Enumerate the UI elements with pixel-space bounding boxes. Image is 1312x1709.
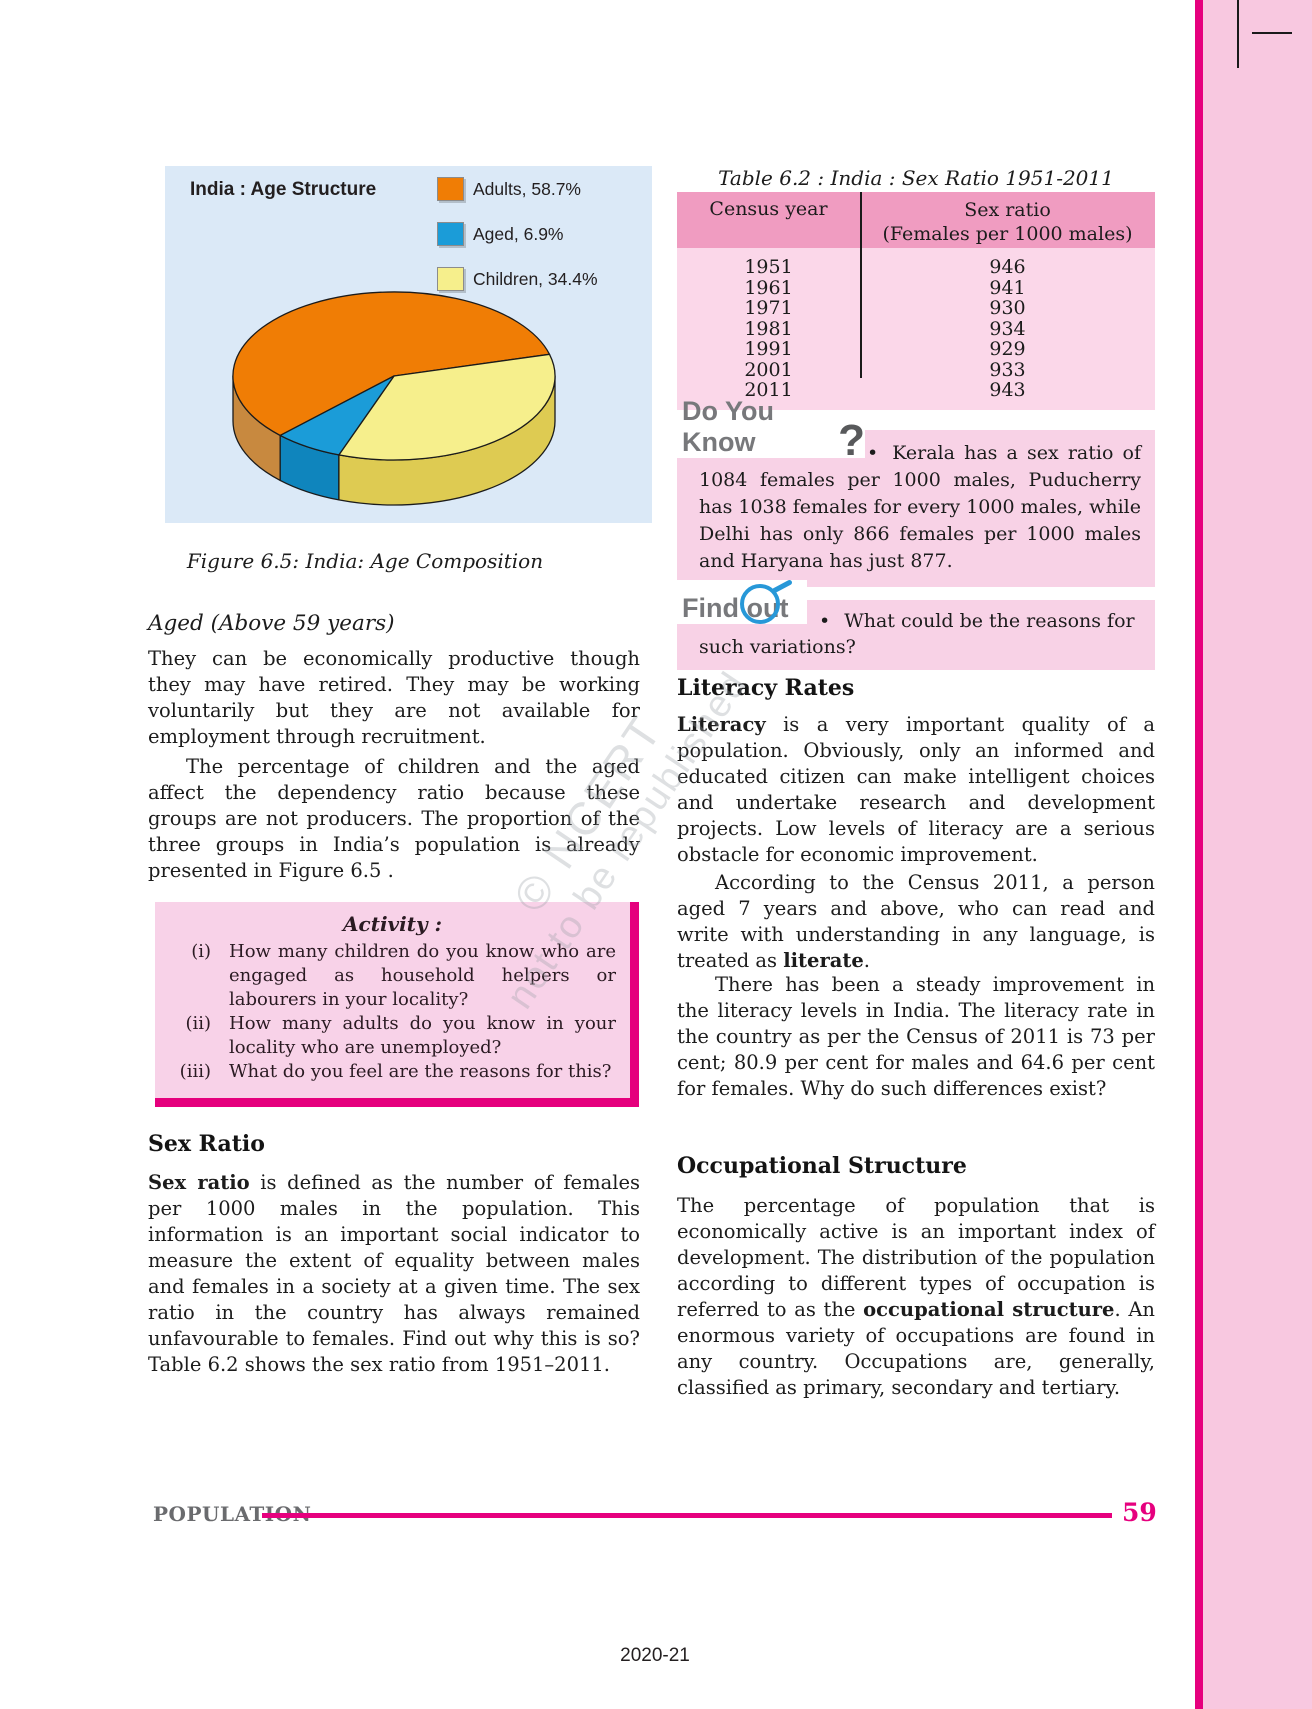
pie-slice-aged <box>279 375 395 456</box>
table-row: 1971 930 <box>677 298 1155 319</box>
cell-year: 2001 <box>744 358 793 381</box>
pie-chart <box>232 291 556 506</box>
literacy-rates-heading: Literacy Rates <box>677 675 855 701</box>
find-out-heading: Find out <box>677 579 807 624</box>
table-row: 1991 929 <box>677 339 1155 360</box>
magnifier-icon <box>740 584 780 624</box>
cell-ratio: 934 <box>989 317 1026 340</box>
literacy-paragraph-3: There has been a steady improvement in t… <box>677 973 1155 1100</box>
activity-item-number: (i) <box>191 941 211 962</box>
question-mark: ? <box>838 416 865 465</box>
table-row: 2001 933 <box>677 358 1155 381</box>
occupational-structure-heading: Occupational Structure <box>677 1153 967 1179</box>
cell-ratio: 943 <box>989 379 1026 401</box>
cell-year: 2011 <box>744 379 793 401</box>
legend-label: Aged, 6.9% <box>473 223 564 244</box>
cell-year: 1971 <box>744 297 793 319</box>
activity-item: (i) How many children do you know who ar… <box>169 940 616 1012</box>
footer-rule <box>262 1513 1112 1518</box>
activity-item-text: What do you feel are the reasons for thi… <box>229 1061 612 1082</box>
legend-label: Adults, 58.7% <box>473 178 581 199</box>
occupational-paragraph: The percentage of population that is eco… <box>677 1194 1155 1399</box>
cell-year: 1961 <box>744 276 793 299</box>
page-edge-strip <box>1195 0 1203 1709</box>
activity-title: Activity : <box>343 912 442 936</box>
table-header-line1: Sex ratio <box>964 199 1051 221</box>
table-header-census-year: Census year <box>709 198 828 220</box>
page-edge-band <box>1203 0 1312 1709</box>
legend-swatch-adults <box>437 177 464 201</box>
activity-item-number: (iii) <box>179 1061 211 1082</box>
legend-swatch-aged <box>437 222 464 246</box>
cell-ratio: 929 <box>989 338 1026 360</box>
table-row: 1951 946 <box>677 257 1155 278</box>
activity-box: Activity : (i) How many children do you … <box>155 902 639 1107</box>
table-body: 1951 946 1961 941 1971 930 1981 934 1991 929 … <box>677 248 1155 410</box>
cell-year: 1991 <box>744 338 793 360</box>
legend-swatch-children <box>437 267 464 291</box>
activity-item-text: How many adults do you know in your loca… <box>229 1013 616 1058</box>
cell-ratio: 946 <box>989 256 1026 278</box>
table-header-line2: (Females per 1000 males) <box>882 223 1133 245</box>
table-row: 2011 943 <box>677 380 1155 401</box>
do-you-know-label: Do You Know <box>682 396 774 457</box>
edition-year: 2020-21 <box>620 1645 690 1666</box>
table-column-divider <box>860 192 862 378</box>
legend-item-adults: Adults, 58.7% <box>437 176 581 202</box>
table-header-sex-ratio: Sex ratio (Females per 1000 males) <box>860 192 1155 246</box>
chart-title: India : Age Structure <box>190 179 377 200</box>
do-you-know-text: Kerala has a sex ratio of 1084 females p… <box>699 442 1141 572</box>
pie-slice-children <box>338 353 556 461</box>
literacy-paragraph-2: According to the Census 2011, a person a… <box>677 871 1155 972</box>
do-you-know-heading: Do You Know? <box>677 396 865 465</box>
cell-ratio: 933 <box>989 358 1026 381</box>
cell-year: 1981 <box>744 317 793 340</box>
bullet-icon: • <box>867 442 879 464</box>
crop-mark-horizontal <box>1252 32 1292 34</box>
activity-item: (ii) How many adults do you know in your… <box>169 1012 616 1060</box>
sex-ratio-paragraph: Sex ratio is defined as the number of fe… <box>148 1171 640 1376</box>
cell-year: 1951 <box>744 256 793 278</box>
sex-ratio-heading: Sex Ratio <box>148 1131 265 1157</box>
table-caption: Table 6.2 : India : Sex Ratio 1951-2011 <box>718 166 1114 190</box>
crop-mark-vertical <box>1237 0 1239 68</box>
pie-slice-adults <box>232 291 551 437</box>
sex-ratio-table: Census year Sex ratio (Females per 1000 … <box>677 192 1155 410</box>
page-number: 59 <box>1122 1498 1157 1527</box>
table-header-row: Census year Sex ratio (Females per 1000 … <box>677 192 1155 248</box>
aged-section-heading: Aged (Above 59 years) <box>148 611 395 636</box>
bullet-icon: • <box>819 610 831 632</box>
activity-item-text: How many children do you know who are en… <box>229 941 616 1010</box>
cell-ratio: 930 <box>989 297 1026 319</box>
legend-label: Children, 34.4% <box>473 268 598 289</box>
literacy-paragraph-1: Literacy is a very important quality of … <box>677 713 1155 866</box>
legend-item-aged: Aged, 6.9% <box>437 221 563 247</box>
cell-ratio: 941 <box>989 276 1026 299</box>
activity-item-number: (ii) <box>185 1013 211 1034</box>
table-row: 1981 934 <box>677 317 1155 340</box>
legend-item-children: Children, 34.4% <box>437 266 598 292</box>
age-structure-figure: India : Age Structure Adults, 58.7% Aged… <box>165 166 652 523</box>
figure-caption: Figure 6.5: India: Age Composition <box>186 549 544 573</box>
table-row: 1961 941 <box>677 276 1155 299</box>
dependency-paragraph: The percentage of children and the aged … <box>148 755 640 882</box>
aged-paragraph: They can be economically productive thou… <box>148 647 640 748</box>
find-out-text: What could be the reasons for such varia… <box>699 610 1135 658</box>
magnifier-handle-icon <box>771 579 793 594</box>
activity-item: (iii) What do you feel are the reasons f… <box>169 1060 616 1084</box>
